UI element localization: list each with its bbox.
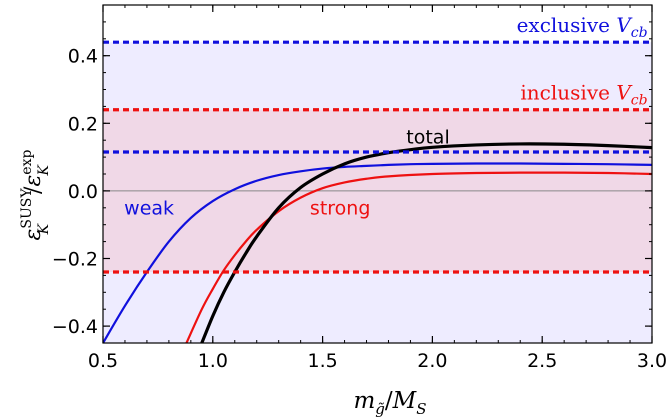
annotation-inclusive: inclusive Vcb [520, 81, 647, 109]
annotation-total: total [406, 127, 449, 149]
x-tick-label: 0.5 [88, 350, 118, 372]
y-tick-label: 0.0 [68, 181, 98, 203]
y-tick-label: 0.2 [68, 113, 98, 135]
x-tick-label: 1.5 [307, 350, 337, 372]
y-tick-label: 0.4 [68, 46, 98, 68]
annotation-weak: weak [124, 198, 174, 220]
y-tick-label: −0.2 [52, 249, 98, 271]
x-axis-title: mg̃/MS [353, 388, 426, 417]
y-tick-label: −0.4 [52, 316, 98, 338]
x-tick-label: 2.0 [417, 350, 447, 372]
x-tick-label: 3.0 [637, 350, 667, 372]
y-axis-title: εSUSYK/εexpK [19, 150, 52, 241]
annotation-strong: strong [310, 198, 370, 220]
x-tick-label: 2.5 [527, 350, 557, 372]
annotation-exclusive: exclusive Vcb [517, 13, 648, 41]
x-tick-label: 1.0 [198, 350, 228, 372]
